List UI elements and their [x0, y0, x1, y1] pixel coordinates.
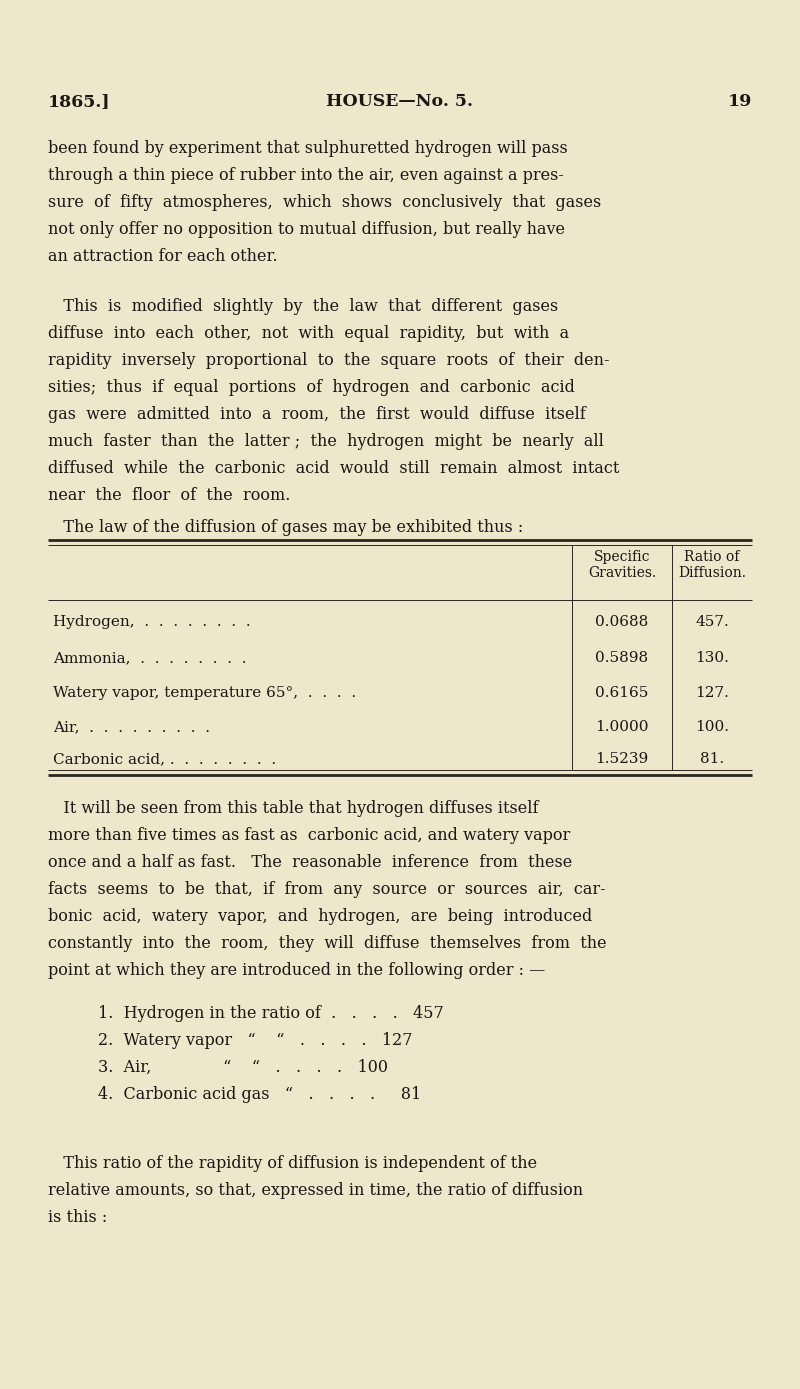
Text: 3.  Air,              “    “   .   .   .   .   100: 3. Air, “ “ . . . . 100: [98, 1058, 388, 1076]
Text: Carbonic acid, .  .  .  .  .  .  .  .: Carbonic acid, . . . . . . . .: [53, 751, 276, 765]
Text: 4.  Carbonic acid gas   “   .   .   .   .     81: 4. Carbonic acid gas “ . . . . 81: [98, 1086, 422, 1103]
Text: diffuse  into  each  other,  not  with  equal  rapidity,  but  with  a: diffuse into each other, not with equal …: [48, 325, 569, 342]
Text: Hydrogen,  .  .  .  .  .  .  .  .: Hydrogen, . . . . . . . .: [53, 615, 250, 629]
Text: 130.: 130.: [695, 651, 729, 665]
Text: Ammonia,  .  .  .  .  .  .  .  .: Ammonia, . . . . . . . .: [53, 651, 246, 665]
Text: 1.0000: 1.0000: [595, 720, 649, 733]
Text: Specific
Gravities.: Specific Gravities.: [588, 550, 656, 581]
Text: This ratio of the rapidity of diffusion is independent of the: This ratio of the rapidity of diffusion …: [48, 1156, 537, 1172]
Text: 81.: 81.: [700, 751, 724, 765]
Text: rapidity  inversely  proportional  to  the  square  roots  of  their  den-: rapidity inversely proportional to the s…: [48, 351, 610, 369]
Text: bonic  acid,  watery  vapor,  and  hydrogen,  are  being  introduced: bonic acid, watery vapor, and hydrogen, …: [48, 908, 592, 925]
Text: 2.  Watery vapor   “    “   .   .   .   .   127: 2. Watery vapor “ “ . . . . 127: [98, 1032, 413, 1049]
Text: is this :: is this :: [48, 1208, 107, 1226]
Text: once and a half as fast.   The  reasonable  inference  from  these: once and a half as fast. The reasonable …: [48, 854, 572, 871]
Text: Watery vapor, temperature 65°,  .  .  .  .: Watery vapor, temperature 65°, . . . .: [53, 686, 356, 700]
Text: 1865.]: 1865.]: [48, 93, 110, 110]
Text: an attraction for each other.: an attraction for each other.: [48, 249, 278, 265]
Text: It will be seen from this table that hydrogen diffuses itself: It will be seen from this table that hyd…: [48, 800, 538, 817]
Text: 1.5239: 1.5239: [595, 751, 649, 765]
Text: much  faster  than  the  latter ;  the  hydrogen  might  be  nearly  all: much faster than the latter ; the hydrog…: [48, 433, 604, 450]
Text: near  the  floor  of  the  room.: near the floor of the room.: [48, 488, 290, 504]
Text: facts  seems  to  be  that,  if  from  any  source  or  sources  air,  car-: facts seems to be that, if from any sour…: [48, 881, 606, 899]
Text: 100.: 100.: [695, 720, 729, 733]
Text: sities;  thus  if  equal  portions  of  hydrogen  and  carbonic  acid: sities; thus if equal portions of hydrog…: [48, 379, 575, 396]
Text: more than five times as fast as  carbonic acid, and watery vapor: more than five times as fast as carbonic…: [48, 826, 570, 845]
Text: not only offer no opposition to mutual diffusion, but really have: not only offer no opposition to mutual d…: [48, 221, 565, 238]
Text: 1.  Hydrogen in the ratio of  .   .   .   .   457: 1. Hydrogen in the ratio of . . . . 457: [98, 1006, 444, 1022]
Text: gas  were  admitted  into  a  room,  the  first  would  diffuse  itself: gas were admitted into a room, the first…: [48, 406, 586, 424]
Text: 457.: 457.: [695, 615, 729, 629]
Text: 0.5898: 0.5898: [595, 651, 649, 665]
Text: Ratio of
Diffusion.: Ratio of Diffusion.: [678, 550, 746, 581]
Text: This  is  modified  slightly  by  the  law  that  different  gases: This is modified slightly by the law tha…: [48, 299, 558, 315]
Text: 0.0688: 0.0688: [595, 615, 649, 629]
Text: been found by experiment that sulphuretted hydrogen will pass: been found by experiment that sulphurett…: [48, 140, 568, 157]
Text: HOUSE—No. 5.: HOUSE—No. 5.: [326, 93, 474, 110]
Text: sure  of  fifty  atmospheres,  which  shows  conclusively  that  gases: sure of fifty atmospheres, which shows c…: [48, 194, 602, 211]
Text: through a thin piece of rubber into the air, even against a pres-: through a thin piece of rubber into the …: [48, 167, 564, 183]
Text: 0.6165: 0.6165: [595, 686, 649, 700]
Text: constantly  into  the  room,  they  will  diffuse  themselves  from  the: constantly into the room, they will diff…: [48, 935, 606, 951]
Text: Air,  .  .  .  .  .  .  .  .  .: Air, . . . . . . . . .: [53, 720, 210, 733]
Text: diffused  while  the  carbonic  acid  would  still  remain  almost  intact: diffused while the carbonic acid would s…: [48, 460, 619, 476]
Text: point at which they are introduced in the following order : —: point at which they are introduced in th…: [48, 963, 546, 979]
Text: 127.: 127.: [695, 686, 729, 700]
Text: relative amounts, so that, expressed in time, the ratio of diffusion: relative amounts, so that, expressed in …: [48, 1182, 583, 1199]
Text: The law of the diffusion of gases may be exhibited thus :: The law of the diffusion of gases may be…: [48, 519, 523, 536]
Text: 19: 19: [728, 93, 752, 110]
